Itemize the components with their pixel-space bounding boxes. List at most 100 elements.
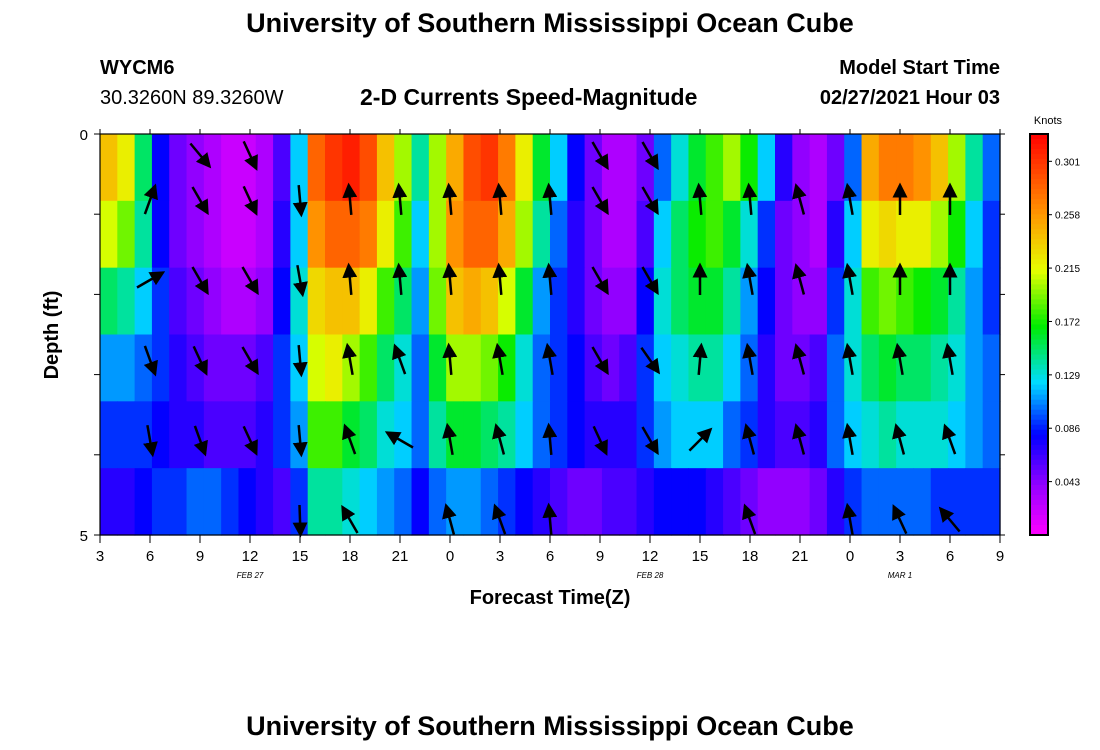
heatmap-cell	[688, 267, 707, 336]
heatmap-cell	[428, 134, 447, 202]
current-vector-arrow	[189, 142, 212, 169]
heatmap-cell	[307, 200, 326, 269]
current-vector-arrow	[292, 344, 308, 378]
heatmap-cell	[896, 468, 915, 536]
heatmap-cell	[359, 267, 378, 336]
colorbar-segment	[1030, 289, 1048, 295]
heatmap-cell	[376, 200, 395, 269]
heatmap-cell	[151, 134, 170, 202]
heatmap-cell	[826, 267, 845, 336]
heatmap-cell	[463, 401, 482, 469]
model-start-label: Model Start Time	[839, 57, 1000, 79]
heatmap-cell	[861, 401, 880, 469]
colorbar-segment	[1030, 354, 1048, 361]
current-vector-arrow	[542, 262, 558, 296]
heatmap-cell	[411, 334, 430, 402]
colorbar-segment	[1030, 329, 1048, 336]
heatmap-cell	[255, 401, 274, 469]
heatmap-cell	[740, 200, 759, 269]
heatmap-cell	[342, 468, 361, 536]
colorbar-segment	[1030, 274, 1048, 280]
heatmap-cell	[982, 267, 1001, 336]
heatmap-cell	[896, 334, 915, 402]
heatmap-cell	[550, 468, 568, 536]
x-axis-label: Forecast Time(Z)	[470, 587, 631, 609]
model-start-value: 02/27/2021 Hour 03	[819, 87, 1000, 109]
x-tick-label: 9	[596, 548, 604, 565]
heatmap-cell	[671, 401, 690, 469]
colorbar-tick-label: 0.301	[1055, 157, 1080, 168]
heatmap-cell	[515, 334, 534, 402]
heatmap-cell	[134, 267, 153, 336]
heatmap-cell	[480, 334, 499, 402]
colorbar-segment	[1030, 434, 1048, 441]
colorbar-segment	[1030, 134, 1048, 140]
current-vector-arrow	[892, 504, 908, 535]
heatmap-cell	[723, 267, 741, 336]
x-tick-label: 0	[446, 548, 454, 565]
heatmap-cell	[238, 468, 257, 536]
heatmap-cell	[671, 334, 690, 402]
colorbar-segment	[1030, 294, 1048, 301]
heatmap-cell	[446, 334, 465, 402]
heatmap-cell	[411, 267, 430, 336]
current-vector-arrow	[191, 266, 209, 296]
colorbar-segment	[1030, 184, 1048, 190]
heatmap-cell	[601, 134, 620, 202]
heatmap-cell	[100, 267, 118, 336]
heatmap-cell	[480, 468, 499, 536]
heatmap-cell	[394, 134, 413, 202]
colorbar-segment	[1030, 229, 1048, 235]
colorbar: 0.301 0.258 0.215 0.172 0.129 0.086 0.043	[1029, 133, 1080, 536]
heatmap-cell	[307, 468, 326, 536]
heatmap-cell	[169, 468, 188, 536]
heatmap-cell	[792, 200, 811, 269]
heatmap-cell	[757, 401, 776, 469]
heatmap-cell	[705, 267, 724, 336]
heatmap-cell	[965, 401, 984, 469]
heatmap-cell	[671, 267, 690, 336]
heatmap-cell	[653, 468, 672, 536]
heatmap-cell	[930, 334, 949, 402]
heatmap-cell	[567, 134, 586, 202]
heatmap-cell	[792, 134, 811, 202]
heatmap-cell	[255, 468, 274, 536]
heatmap-cell	[723, 334, 741, 402]
heatmap-cell	[913, 200, 932, 269]
colorbar-segment	[1030, 314, 1048, 321]
heatmap-cell	[930, 468, 949, 536]
colorbar-segment	[1030, 449, 1048, 456]
current-vector-arrow	[384, 431, 414, 449]
heatmap-cell	[100, 401, 118, 469]
heatmap-cell	[619, 401, 638, 469]
heatmap-cell	[671, 134, 690, 202]
heatmap-cell	[307, 134, 326, 202]
current-vector-arrow	[742, 342, 757, 376]
heatmap-cell	[325, 267, 343, 336]
current-vector-arrow	[191, 186, 209, 216]
heatmap-cell	[463, 267, 482, 336]
heatmap-cell	[255, 267, 274, 336]
current-vector-arrow	[688, 427, 713, 452]
heatmap-cell	[775, 200, 793, 269]
y-tick-label: 5	[80, 528, 88, 545]
x-tick-label: 18	[742, 548, 759, 565]
current-vector-arrow	[742, 262, 757, 296]
heatmap-cell	[117, 401, 136, 469]
heatmap-cell	[290, 134, 309, 202]
heatmap-cell	[757, 134, 776, 202]
colorbar-segment	[1030, 374, 1048, 381]
current-vector-arrow	[692, 342, 708, 376]
station-id: WYCM6	[100, 57, 175, 79]
heatmap-cell	[290, 334, 309, 402]
heatmap-cell	[307, 267, 326, 336]
heatmap-cell	[584, 200, 603, 269]
colorbar-segment	[1030, 214, 1048, 220]
heatmap-cell	[342, 134, 361, 202]
heatmap-cell	[948, 468, 966, 536]
heatmap-cell	[567, 334, 586, 402]
heatmap-cell	[359, 401, 378, 469]
heatmap-cell	[550, 200, 568, 269]
heatmap-cell	[117, 200, 136, 269]
colorbar-segment	[1030, 154, 1048, 160]
